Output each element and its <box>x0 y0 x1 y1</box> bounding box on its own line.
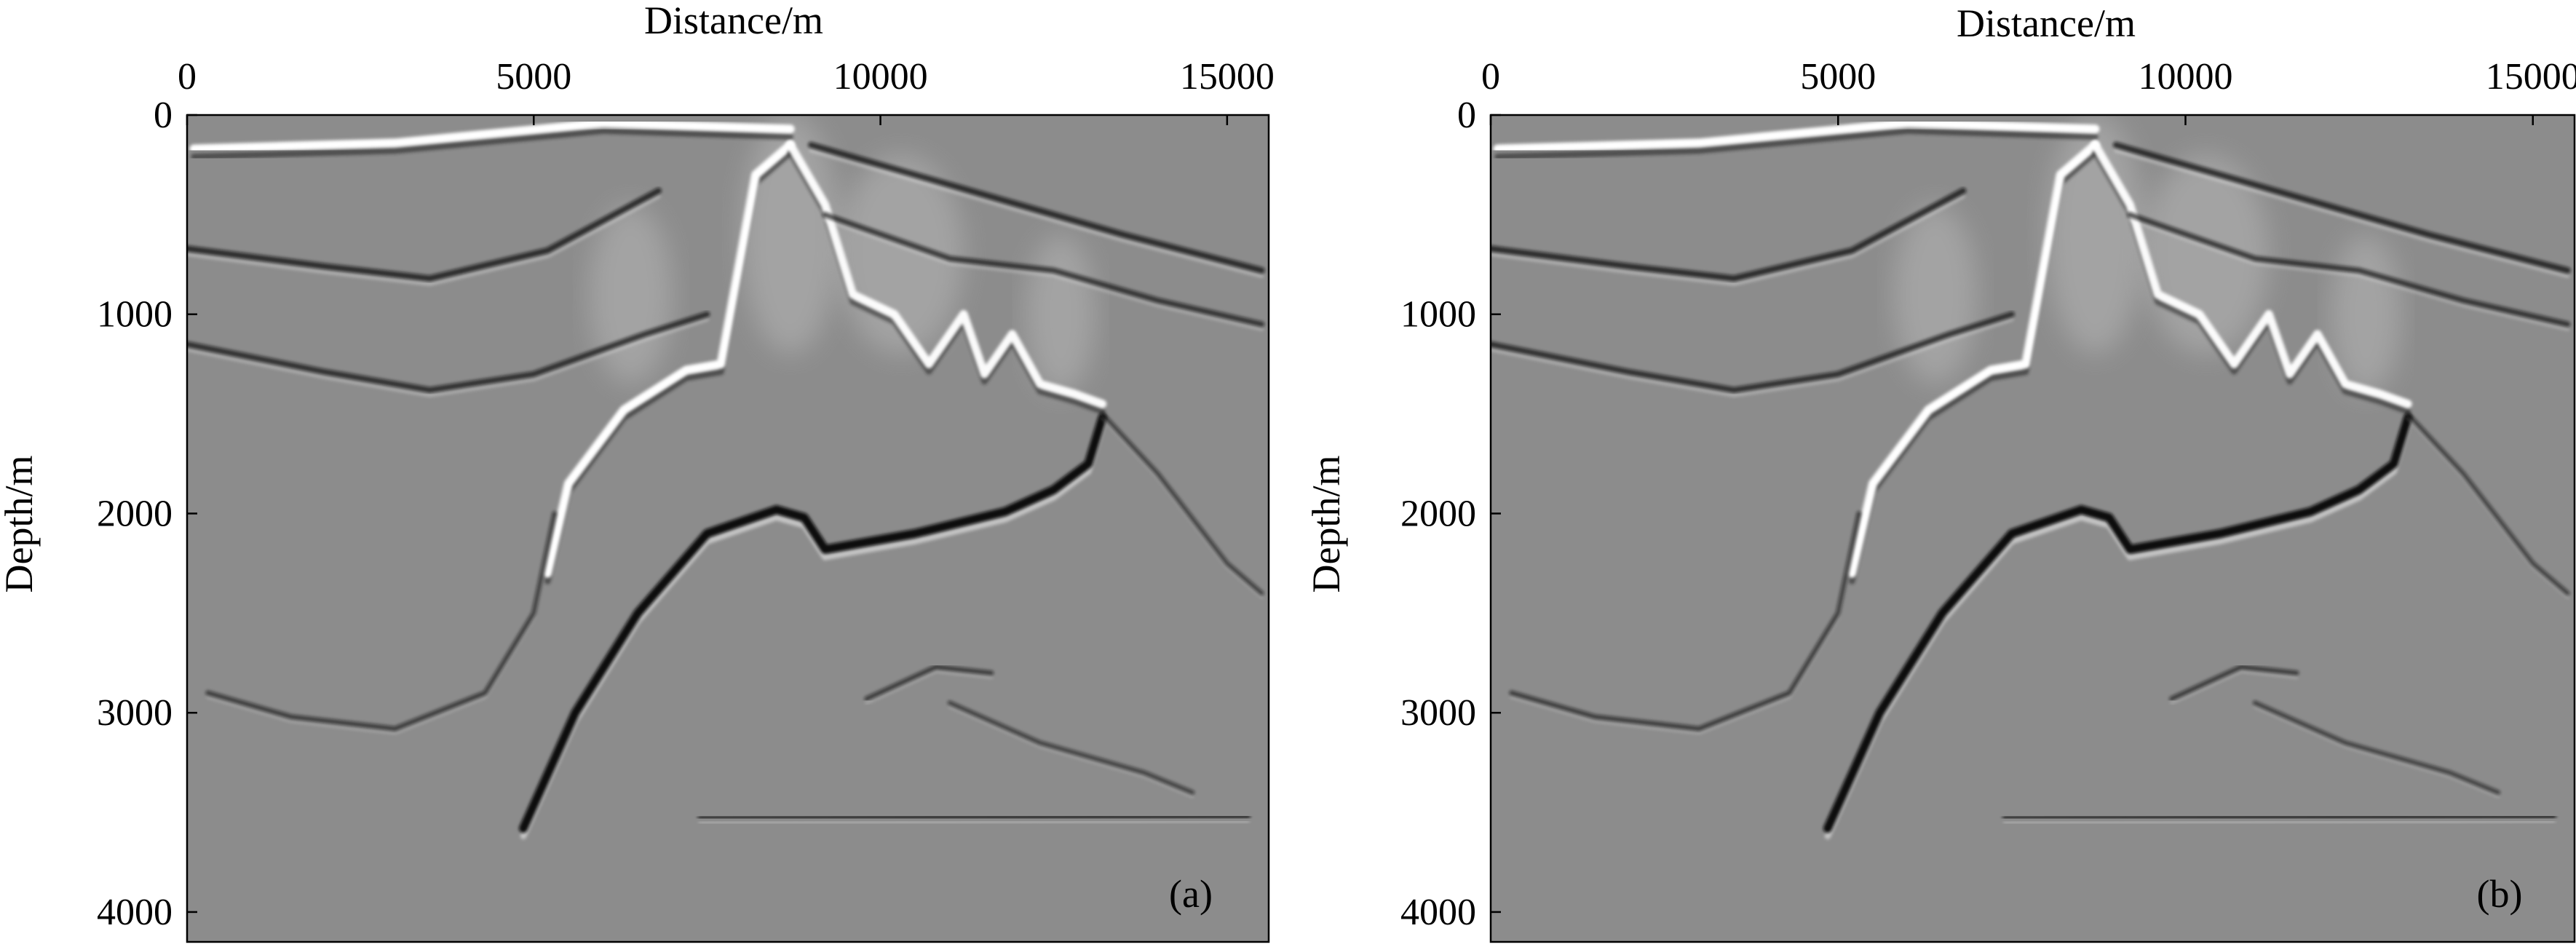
panel-b-y-axis-title: Depth/m <box>1304 456 1348 593</box>
panel-b-reflector-deep-dip-sidelobe <box>2253 705 2500 799</box>
panel-b-reflector-right-mid-sidelobe <box>2128 218 2570 331</box>
panel-a-reflector-bowl <box>205 511 558 732</box>
panel-a-x-tick-label-10000: 10000 <box>833 56 928 98</box>
panel-a-y-tick-label-0: 0 <box>154 95 173 136</box>
panel-a-y-tick-label-2000: 2000 <box>97 493 173 534</box>
panel-a-reflector-mid-left <box>187 311 710 393</box>
panel-b-reflector-flat-deep-right-sidelobe <box>2002 819 2556 825</box>
panel-a-reflector-deep-dip-sidelobe <box>948 705 1194 799</box>
panel-b-noise-haze-2 <box>1893 205 1978 384</box>
panel-a-reflector-deep-dip <box>947 700 1195 795</box>
panel-b-x-tick-label-0: 0 <box>1481 56 1500 98</box>
panel-b-reflector-right-deep-sidelobe <box>2406 416 2569 599</box>
panel-b-reflector-subsalt-1-sidelobe <box>2170 669 2299 705</box>
panel-a-reflector-seafloor-sidelobe <box>191 127 793 160</box>
panel-a-reflector-salt-base <box>519 413 1107 833</box>
panel-a-reflectors <box>187 115 1265 840</box>
panel-b-reflector-right-shallow <box>2112 141 2571 274</box>
panel-b-reflector-salt-top-left <box>1847 140 2100 578</box>
panel-a-reflector-shallow-left-sidelobe <box>187 194 661 287</box>
panel-a-y-tick-label-1000: 1000 <box>97 294 173 336</box>
panel-b-y-tick-label-1000: 1000 <box>1400 294 1476 336</box>
panel-a-x-tick-label-15000: 15000 <box>1180 56 1275 98</box>
panel-a-plot-area: 0 5000 10000 15000 0 1000 2000 3000 4000 <box>97 56 1275 943</box>
panel-b-reflector-right-shallow-sidelobe <box>2114 148 2570 279</box>
panel-b-reflector-bowl <box>1509 511 1862 732</box>
panel-a-reflector-right-deep <box>1100 411 1264 596</box>
panel-b-reflector-mid-left <box>1491 311 2015 393</box>
panel-a-reflector-subsalt-1-sidelobe <box>865 669 994 705</box>
panel-a-x-axis-title: Distance/m <box>644 0 823 42</box>
panel-b-x-tick-label-10000: 10000 <box>2138 56 2232 98</box>
panel-a-reflector-subsalt-1 <box>864 664 994 702</box>
panel-a-y-tick-label-3000: 3000 <box>97 692 173 734</box>
panel-b-y-tick-label-4000: 4000 <box>1400 892 1476 933</box>
panel-b-reflector-right-mid <box>2127 212 2571 328</box>
panel-a-reflector-right-mid-sidelobe <box>823 218 1264 331</box>
panel-b-x-axis-title: Distance/m <box>1957 1 2136 45</box>
panel-a: Distance/m Depth/m 0 5000 10000 15000 0 1000 2… <box>0 0 1275 943</box>
panel-b-reflector-shallow-left <box>1491 187 1967 282</box>
panel-a-reflector-right-deep-sidelobe <box>1101 416 1264 599</box>
panel-a-label: (a) <box>1169 872 1213 916</box>
panel-b-reflector-deep-dip <box>2252 700 2501 795</box>
panel-a-reflector-mid-left-sidelobe <box>187 317 710 397</box>
panel-a-reflector-right-shallow <box>808 141 1265 274</box>
panel-b-reflector-seafloor-sidelobe <box>1494 127 2099 160</box>
panel-a-y-tick-label-4000: 4000 <box>97 892 173 933</box>
panel-a-reflector-right-shallow-sidelobe <box>809 148 1264 279</box>
panel-b: Distance/m Depth/m 0 5000 10000 15000 0 1000 2… <box>1304 1 2576 943</box>
panel-a-reflector-salt-top-left <box>543 140 795 578</box>
panel-b-reflector-seafloor <box>1493 118 2100 154</box>
panel-a-reflector-flat-deep-right <box>697 813 1251 822</box>
panel-b-label: (b) <box>2477 872 2523 916</box>
panel-a-noise-haze-2 <box>589 205 673 384</box>
panel-b-plot-area: 0 5000 10000 15000 0 1000 2000 3000 4000 <box>1400 56 2576 943</box>
panel-b-reflector-right-deep <box>2405 411 2570 596</box>
panel-a-y-axis-title: Depth/m <box>0 456 41 593</box>
panel-b-y-tick-label-0: 0 <box>1457 95 1476 136</box>
panel-a-reflector-flat-deep-right-sidelobe <box>698 819 1251 825</box>
panel-b-reflector-salt-base <box>1823 413 2412 833</box>
panel-a-frame <box>186 114 1270 943</box>
panel-b-reflector-shallow-left-sidelobe <box>1491 194 1966 287</box>
panel-b-x-tick-label-5000: 5000 <box>1800 56 1876 98</box>
panel-a-x-tick-label-5000: 5000 <box>496 56 571 98</box>
panel-a-reflector-shallow-left <box>187 187 662 282</box>
panel-b-reflector-mid-left-sidelobe <box>1491 317 2014 397</box>
panel-b-frame <box>1489 114 2576 943</box>
panel-a-reflector-salt-top-right <box>785 140 1107 408</box>
panel-b-reflectors <box>1491 115 2571 840</box>
panel-b-y-tick-label-2000: 2000 <box>1400 493 1476 534</box>
panel-b-reflector-subsalt-1 <box>2169 664 2299 702</box>
panel-b-y-tick-label-3000: 3000 <box>1400 692 1476 734</box>
panel-b-x-tick-label-15000: 15000 <box>2486 56 2576 98</box>
panel-a-x-tick-label-0: 0 <box>178 56 197 98</box>
panel-a-reflector-seafloor <box>189 118 795 154</box>
panel-b-reflector-salt-top-right <box>2090 140 2412 408</box>
panel-a-reflector-right-mid <box>822 212 1265 328</box>
panel-b-reflector-flat-deep-right <box>2002 813 2557 822</box>
